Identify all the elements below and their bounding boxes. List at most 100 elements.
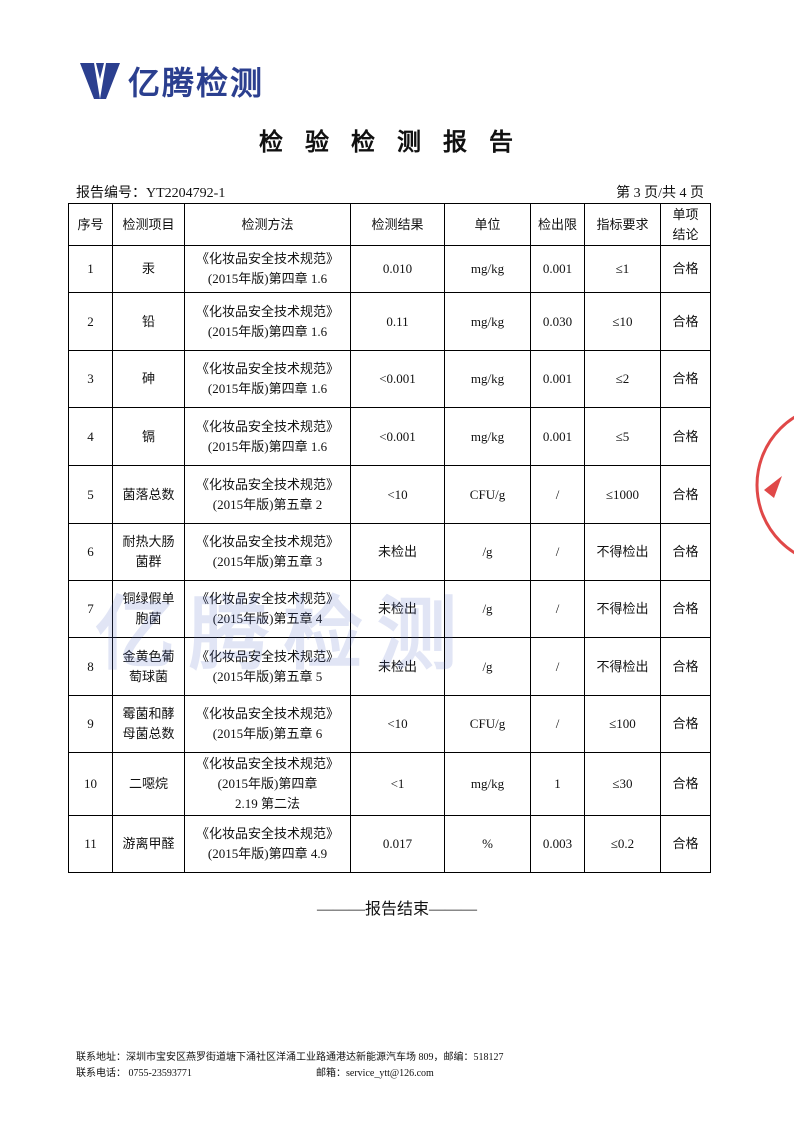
header-cell: 检测项目	[112, 203, 185, 246]
cell: 0.030	[530, 292, 585, 351]
cell: 合格	[660, 695, 711, 753]
cell: 合格	[660, 580, 711, 638]
cell: 《化妆品安全技术规范》 (2015年版)第四章 1.6	[184, 350, 351, 408]
cell: 《化妆品安全技术规范》 (2015年版)第四章 1.6	[184, 292, 351, 351]
footer-phone: 联系电话： 0755-23593771	[76, 1068, 192, 1079]
cell: 《化妆品安全技术规范》 (2015年版)第五章 6	[184, 695, 351, 753]
cell: ≤5	[584, 407, 661, 466]
cell: /	[530, 465, 585, 524]
cell: 合格	[660, 815, 711, 873]
cell: 合格	[660, 292, 711, 351]
cell: 未检出	[350, 637, 445, 696]
header-cell: 检测结果	[350, 203, 445, 246]
cell: 合格	[660, 245, 711, 293]
cell: /g	[444, 580, 531, 638]
cell: 铜绿假单 胞菌	[112, 580, 185, 638]
cell: ≤30	[584, 752, 661, 816]
cell: 菌落总数	[112, 465, 185, 524]
cell: 《化妆品安全技术规范》 (2015年版)第四章 1.6	[184, 407, 351, 466]
page-info: 第 3 页/共 4 页	[616, 186, 704, 201]
cell: 11	[68, 815, 113, 873]
cell: 5	[68, 465, 113, 524]
cell: 砷	[112, 350, 185, 408]
data-row: 11 游离甲醛 《化妆品安全技术规范》 (2015年版)第四章 4.9 0.017% 0…	[68, 815, 711, 873]
cell: 0.001	[530, 350, 585, 408]
header-cell: 单位	[444, 203, 531, 246]
cell: 合格	[660, 465, 711, 524]
cell: mg/kg	[444, 292, 531, 351]
cell: mg/kg	[444, 752, 531, 816]
cell: /	[530, 637, 585, 696]
cell: <10	[350, 695, 445, 753]
cell: 未检出	[350, 523, 445, 581]
cell: 10	[68, 752, 113, 816]
cell: ≤2	[584, 350, 661, 408]
cell: 1	[530, 752, 585, 816]
data-row: 10 二噁烷 《化妆品安全技术规范》 (2015年版)第四章 2.19 第二法 <1 m…	[68, 752, 711, 816]
header-row: 序号 检测项目 检测方法 检测结果 单位 检出限 指标要求 单项 结论	[68, 203, 711, 246]
cell: CFU/g	[444, 695, 531, 753]
cell: mg/kg	[444, 245, 531, 293]
cell: <0.001	[350, 350, 445, 408]
cell: 游离甲醛	[112, 815, 185, 873]
cell: 0.001	[530, 245, 585, 293]
cell: mg/kg	[444, 350, 531, 408]
cell: 未检出	[350, 580, 445, 638]
cell: 合格	[660, 637, 711, 696]
cell: 《化妆品安全技术规范》 (2015年版)第五章 5	[184, 637, 351, 696]
logo: 亿腾检测	[78, 58, 264, 104]
cell: 7	[68, 580, 113, 638]
cell: 《化妆品安全技术规范》 (2015年版)第四章 4.9	[184, 815, 351, 873]
cell: 《化妆品安全技术规范》 (2015年版)第五章 4	[184, 580, 351, 638]
data-row: 1 汞《化妆品安全技术规范》 (2015年版)第四章 1.6 0.010 mg/kg 0…	[68, 245, 711, 293]
cell: 0.010	[350, 245, 445, 293]
data-row: 9 霉菌和酵 母菌总数 《化妆品安全技术规范》 (2015年版)第五章 6 <10 CF…	[68, 695, 711, 753]
cell: 0.003	[530, 815, 585, 873]
cell: 0.001	[530, 407, 585, 466]
cell: ≤0.2	[584, 815, 661, 873]
cell: 9	[68, 695, 113, 753]
cell: 《化妆品安全技术规范》 (2015年版)第四章 2.19 第二法	[184, 752, 351, 816]
cell: <10	[350, 465, 445, 524]
cell: /g	[444, 637, 531, 696]
cell: 0.11	[350, 292, 445, 351]
cell: 合格	[660, 523, 711, 581]
header-cell: 检测方法	[184, 203, 351, 246]
logo-text: 亿腾检测	[128, 64, 265, 102]
cell: %	[444, 815, 531, 873]
logo-mark	[80, 63, 120, 99]
cell: 1	[68, 245, 113, 293]
data-row: 5 菌落总数 《化妆品安全技术规范》 (2015年版)第五章 2 <10 CFU/g / ≤…	[68, 465, 711, 524]
header-cell: 单项 结论	[660, 203, 711, 246]
results-table: 序号 检测项目 检测方法 检测结果 单位 检出限 指标要求 单项 结论 1 汞《化妆品安全技术规范…	[68, 203, 711, 873]
report-number: 报告编号：YT2204792-1	[76, 186, 226, 201]
data-row: 6 耐热大肠 菌群 《化妆品安全技术规范》 (2015年版)第五章 3 未检出/g / 不…	[68, 523, 711, 581]
cell: /	[530, 695, 585, 753]
cell: 金黄色葡 萄球菌	[112, 637, 185, 696]
cell: 二噁烷	[112, 752, 185, 816]
cell: 耐热大肠 菌群	[112, 523, 185, 581]
header-cell: 检出限	[530, 203, 585, 246]
cell: 不得检出	[584, 523, 661, 581]
cell: 镉	[112, 407, 185, 466]
cell: 《化妆品安全技术规范》 (2015年版)第五章 3	[184, 523, 351, 581]
data-row: 7 铜绿假单 胞菌 《化妆品安全技术规范》 (2015年版)第五章 4 未检出/g / 不…	[68, 580, 711, 638]
cell: 8	[68, 637, 113, 696]
cell: 霉菌和酵 母菌总数	[112, 695, 185, 753]
cell: 不得检出	[584, 637, 661, 696]
cell: <1	[350, 752, 445, 816]
cell: 2	[68, 292, 113, 351]
data-row: 4 镉《化妆品安全技术规范》 (2015年版)第四章 1.6 <0.001 mg/kg…	[68, 407, 711, 466]
cell: 《化妆品安全技术规范》 (2015年版)第四章 1.6	[184, 245, 351, 293]
cell: CFU/g	[444, 465, 531, 524]
cell: 汞	[112, 245, 185, 293]
cell: 《化妆品安全技术规范》 (2015年版)第五章 2	[184, 465, 351, 524]
cell: 6	[68, 523, 113, 581]
footer-address: 联系地址：深圳市宝安区燕罗街道塘下涌社区洋涌工业路通港达新能源汽车场 809，邮…	[76, 1052, 504, 1063]
cell: ≤10	[584, 292, 661, 351]
footer-email: 邮箱：service_ytt@126.com	[316, 1068, 434, 1079]
cell: mg/kg	[444, 407, 531, 466]
cell: 合格	[660, 752, 711, 816]
end-note: ———报告结束———	[316, 901, 477, 918]
